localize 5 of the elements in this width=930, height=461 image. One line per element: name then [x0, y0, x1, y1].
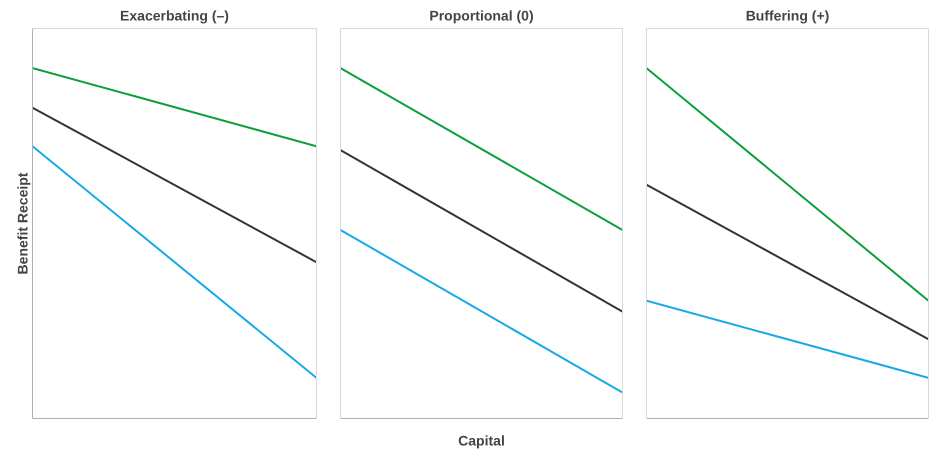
chart-title: Exacerbating (–) [120, 8, 229, 24]
y-axis-title: Benefit Receipt [14, 172, 30, 274]
chart-title: Buffering (+) [746, 8, 830, 24]
chart-title: Proportional (0) [429, 8, 534, 24]
x-axis-title: Capital [458, 432, 505, 448]
